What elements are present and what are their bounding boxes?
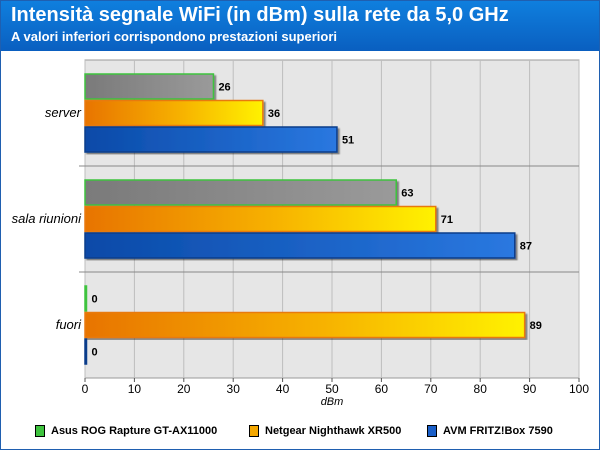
- chart-title: Intensità segnale WiFi (in dBm) sulla re…: [11, 4, 509, 26]
- data-label: 26: [218, 82, 230, 94]
- data-label: 71: [441, 214, 453, 226]
- bar: [84, 73, 215, 100]
- x-tick-label: 60: [375, 382, 389, 396]
- bar: [84, 232, 516, 259]
- legend-label: Netgear Nighthawk XR500: [265, 425, 402, 437]
- bar: [84, 285, 88, 312]
- chart-legend: Asus ROG Rapture GT-AX11000 Netgear Night…: [1, 425, 599, 443]
- bar-chart: 0 10 20 30 40 50 60 70 80 90 100 server 26 36 51 sala r…: [12, 59, 589, 408]
- legend-item: AVM FRITZ!Box 7590: [427, 425, 553, 437]
- data-label: 0: [92, 294, 98, 306]
- bar: [84, 311, 526, 339]
- category-label: server: [45, 105, 82, 120]
- legend-item: Asus ROG Rapture GT-AX11000: [35, 425, 217, 437]
- legend-label: AVM FRITZ!Box 7590: [443, 425, 553, 437]
- data-label: 89: [530, 320, 542, 332]
- category-label: fuori: [56, 317, 82, 332]
- x-tick-label: 40: [276, 382, 290, 396]
- bar: [84, 99, 264, 127]
- x-tick-label: 50: [325, 382, 339, 396]
- x-tick-label: 0: [82, 382, 89, 396]
- x-tick-label: 70: [424, 382, 438, 396]
- data-label: 0: [92, 347, 98, 359]
- bar: [84, 179, 397, 206]
- data-label: 51: [342, 135, 354, 147]
- x-tick-label: 10: [128, 382, 142, 396]
- legend-swatch: [35, 425, 45, 437]
- bar: [84, 205, 437, 233]
- x-tick-label: 20: [177, 382, 191, 396]
- x-axis-title: dBm: [321, 396, 344, 408]
- legend-swatch: [427, 425, 437, 437]
- category-label: sala riunioni: [12, 211, 82, 226]
- data-label: 36: [268, 108, 280, 120]
- legend-swatch: [249, 425, 259, 437]
- chart-header: Intensità segnale WiFi (in dBm) sulla re…: [1, 1, 599, 51]
- data-label: 63: [401, 188, 413, 200]
- chart-subtitle: A valori inferiori corrispondono prestaz…: [11, 29, 338, 44]
- x-tick-label: 90: [523, 382, 537, 396]
- bar: [84, 126, 338, 153]
- legend-item: Netgear Nighthawk XR500: [249, 425, 401, 437]
- x-tick-label: 100: [569, 382, 589, 396]
- data-label: 87: [520, 241, 532, 253]
- x-tick-label: 30: [227, 382, 241, 396]
- legend-label: Asus ROG Rapture GT-AX11000: [51, 425, 218, 437]
- bar: [84, 338, 88, 365]
- x-tick-label: 80: [474, 382, 488, 396]
